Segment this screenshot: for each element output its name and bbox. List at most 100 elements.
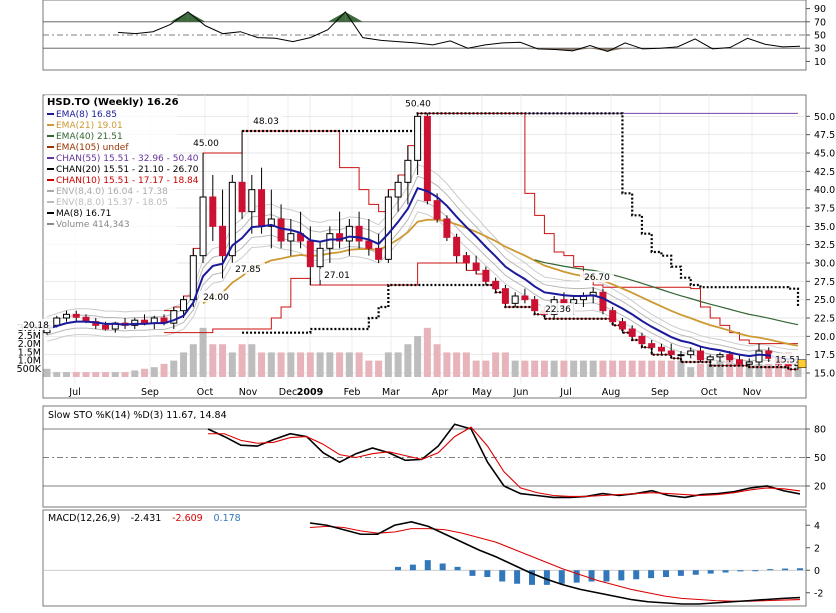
price-tick-label: 22.5 (814, 314, 835, 325)
macd-panel-frame (42, 509, 807, 607)
price-annotation: 26.70 (580, 271, 614, 283)
sto-tick-label: 20 (814, 482, 826, 493)
macd-tick-label: 4 (814, 521, 820, 532)
month-label: Jul (559, 387, 571, 398)
candle-body (384, 196, 392, 260)
volume-bar (628, 360, 636, 377)
envelope-8-lower (46, 211, 799, 370)
price-annotation: 45.00 (189, 137, 223, 149)
volume-bar (755, 363, 763, 377)
price-annotation-bg (401, 97, 435, 109)
candle-body (209, 196, 217, 227)
price-tick-label: 47.5 (814, 130, 835, 141)
ema-21-line (202, 218, 799, 347)
candle-body (696, 350, 704, 361)
volume-bar (433, 344, 441, 377)
price-tick-label: 32.5 (814, 240, 835, 251)
volume-bar (199, 327, 207, 377)
candle-body (306, 240, 314, 268)
volume-bar (238, 344, 246, 377)
candle-body (53, 317, 61, 326)
price-panel-frame (42, 94, 807, 399)
candle-body (394, 181, 402, 198)
volume-bar (774, 360, 782, 377)
volume-bar (482, 360, 490, 377)
volume-bar (141, 368, 149, 377)
macd-histogram-bar (529, 570, 535, 585)
price-annotation: 20.18 (19, 319, 53, 331)
volume-bar (531, 360, 539, 377)
price-annotation-bg (189, 137, 223, 148)
candle-body (657, 346, 665, 352)
price-legend-bg (45, 95, 177, 281)
month-label: Aug (602, 387, 621, 398)
rsi-oversold-fill (572, 48, 591, 51)
month-label: Mar (382, 387, 400, 398)
volume-bar (609, 360, 617, 377)
rsi-tick-label: 30 (814, 44, 826, 55)
price-annotation-label: 24.00 (203, 293, 229, 303)
price-tick-label: 17.5 (814, 350, 835, 361)
rsi-overbought-fill (345, 11, 363, 22)
candle-body (345, 225, 353, 242)
volume-bar (121, 372, 129, 377)
volume-tick-label: 2.0M (18, 339, 41, 350)
price-tick-label: 30.0 (814, 259, 835, 270)
candle-body (453, 236, 461, 257)
candle-body (472, 262, 480, 271)
rsi-overbought-fill (170, 11, 188, 22)
macd-signal-line (309, 525, 801, 602)
price-annotation: 48.03 (249, 114, 283, 127)
candle-body (355, 225, 363, 242)
candle-body (531, 299, 539, 312)
volume-bar (638, 360, 646, 377)
ema-8-line (46, 186, 799, 361)
stochastic-panel-frame (42, 405, 807, 508)
price-tick-label: 37.5 (814, 204, 835, 215)
candle-body (677, 354, 685, 357)
volume-bar (111, 372, 119, 377)
candle-body (258, 189, 266, 227)
macd-histogram-bar (558, 570, 565, 584)
volume-bar (794, 367, 802, 377)
price-annotation-bg (580, 271, 614, 283)
price-tick-label: 50.0 (814, 112, 835, 123)
price-tick-label: 42.5 (814, 167, 835, 178)
channel-10-upper (164, 112, 798, 345)
volume-bar (170, 360, 178, 377)
volume-tick-label: 1.0M (18, 356, 41, 367)
rsi-line (117, 11, 801, 53)
candle-body (618, 321, 626, 330)
price-annotation: 22.36 (541, 303, 575, 315)
volume-bar (570, 360, 578, 377)
price-annotation-label: 22.36 (545, 305, 571, 315)
legend-label: Volume 414,343 (56, 220, 130, 230)
macd-histogram-bar (767, 569, 774, 571)
macd-line (309, 521, 801, 605)
candle-body (189, 255, 197, 301)
price-tick-label: 40.0 (814, 185, 835, 196)
candle-body (482, 269, 490, 282)
candle-body (238, 181, 246, 213)
volume-bar (258, 352, 266, 377)
volume-bar (550, 360, 558, 377)
macd-histogram-bar (797, 568, 803, 571)
volume-tick-label: 2.5M (18, 331, 41, 342)
candle-body (287, 233, 295, 242)
rsi-tick-label: 90 (814, 4, 826, 15)
price-annotation-label: 45.00 (193, 139, 219, 149)
volume-bar (53, 372, 61, 377)
candle-body (131, 319, 139, 326)
rsi-oversold-fill (695, 48, 713, 49)
month-label: Oct (701, 387, 718, 398)
volume-bar (102, 372, 110, 377)
volume-bar (735, 360, 743, 377)
price-annotation-label: 26.70 (584, 273, 610, 283)
macd-histogram-bar (424, 560, 431, 571)
candle-body (745, 361, 753, 365)
candle-body (423, 115, 431, 202)
volume-bar (579, 360, 587, 377)
price-tick-label: 15.0 (814, 369, 835, 380)
